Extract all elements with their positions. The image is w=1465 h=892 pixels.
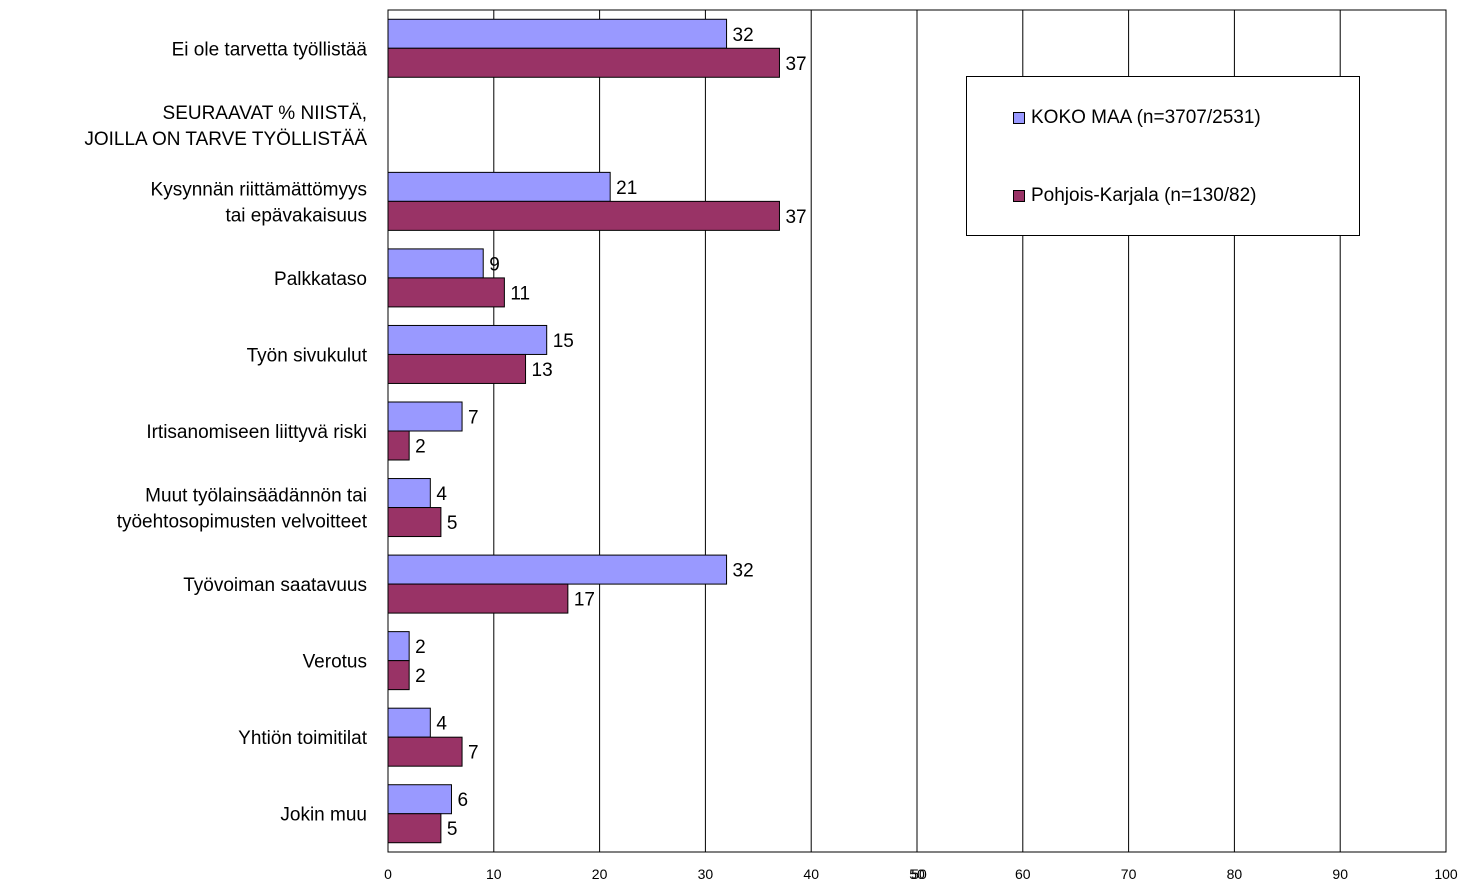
- bar-s1-c9: [387, 736, 463, 767]
- category-label-line: SEURAAVAT % NIISTÄ,: [163, 103, 367, 124]
- x-tick-label-90: 90: [1332, 866, 1348, 882]
- category-label-line: JOILLA ON TARVE TYÖLLISTÄÄ: [84, 129, 367, 150]
- legend-item-koko-maa: KOKO MAA (n=3707/2531): [1013, 107, 1261, 129]
- x-tick-label-70: 70: [1121, 866, 1137, 882]
- legend-label-pohjois-karjala: Pohjois-Karjala (n=130/82): [1031, 185, 1257, 206]
- category-label-5: Irtisanomiseen liittyvä riski: [146, 422, 367, 443]
- value-label-s1-c9: 7: [468, 743, 479, 764]
- category-label-7: Työvoiman saatavuus: [183, 575, 367, 596]
- category-label-line: työehtosopimusten velvoitteet: [117, 512, 368, 533]
- value-label-s1-c8: 2: [415, 666, 426, 687]
- category-label-line: Jokin muu: [280, 805, 367, 826]
- value-label-s0-c8: 2: [415, 637, 426, 658]
- x-tick-label-60: 60: [1015, 866, 1031, 882]
- bar-s1-c6: [387, 507, 442, 538]
- category-label-line: Työvoiman saatavuus: [183, 575, 367, 596]
- bar-s0-c6: [387, 478, 431, 509]
- category-label-6: Muut työlainsäädännön tai työehtosopimust…: [117, 486, 368, 533]
- x-tick-label-0: 0: [384, 866, 392, 882]
- value-label-s0-c10: 6: [457, 790, 468, 811]
- category-label-0: Ei ole tarvetta työllistää: [172, 39, 368, 60]
- value-label-s0-c4: 15: [553, 331, 574, 352]
- category-label-line: Yhtiön toimitilat: [238, 728, 368, 749]
- legend-label-koko-maa: KOKO MAA (n=3707/2531): [1031, 107, 1261, 128]
- bar-s1-c8: [387, 660, 410, 691]
- value-label-s0-c3: 9: [489, 254, 500, 275]
- category-label-1: SEURAAVAT % NIISTÄ, JOILLA ON TARVE TYÖLL…: [84, 103, 367, 150]
- x-tick-label-20: 20: [592, 866, 608, 882]
- category-label-2: Kysynnän riittämättömyys tai epävakaisuus: [151, 179, 367, 226]
- x-tick-label-40: 40: [803, 866, 819, 882]
- value-label-s1-c4: 13: [532, 360, 553, 381]
- bar-s1-c2: [387, 200, 780, 231]
- bar-s0-c3: [387, 248, 484, 279]
- bar-s0-c2: [387, 171, 611, 202]
- bar-s1-c3: [387, 277, 505, 308]
- value-label-s1-c5: 2: [415, 437, 426, 458]
- legend-swatch-koko-maa: [1013, 112, 1025, 124]
- bar-s1-c4: [387, 353, 527, 384]
- legend: KOKO MAA (n=3707/2531) Pohjois-Karjala (…: [966, 76, 1360, 236]
- x-tick-label-80: 80: [1227, 866, 1243, 882]
- bar-s1-c5: [387, 430, 410, 461]
- x-tick-label-50: 50: [909, 866, 925, 882]
- value-label-s1-c7: 17: [574, 590, 595, 611]
- x-tick-label-30: 30: [698, 866, 714, 882]
- category-label-3: Palkkataso: [274, 269, 367, 290]
- x-tick-label-100: 100: [1434, 866, 1458, 882]
- category-label-line: Irtisanomiseen liittyvä riski: [146, 422, 367, 443]
- category-label-8: Verotus: [303, 652, 367, 673]
- category-label-line: Työn sivukulut: [247, 345, 368, 366]
- value-label-s1-c10: 5: [447, 819, 458, 840]
- value-label-s0-c0: 32: [733, 25, 754, 46]
- value-label-s1-c0: 37: [785, 54, 806, 75]
- bar-s0-c7: [387, 554, 728, 585]
- value-label-s0-c2: 21: [616, 178, 637, 199]
- value-label-s1-c3: 11: [510, 283, 530, 304]
- bar-s1-c0: [387, 47, 780, 78]
- category-label-line: Palkkataso: [274, 269, 367, 290]
- bar-s1-c7: [387, 583, 569, 614]
- value-label-s1-c6: 5: [447, 513, 458, 534]
- category-label-10: Jokin muu: [280, 805, 367, 826]
- x-tick-label-overlap: 50: [911, 866, 927, 882]
- category-label-4: Työn sivukulut: [247, 345, 368, 366]
- value-label-s1-c2: 37: [785, 207, 806, 228]
- category-label-9: Yhtiön toimitilat: [238, 728, 368, 749]
- value-label-s0-c9: 4: [436, 714, 447, 735]
- category-label-line: Verotus: [303, 652, 367, 673]
- x-tick-label-10: 10: [486, 866, 502, 882]
- bar-s0-c0: [387, 18, 728, 49]
- bar-s0-c9: [387, 707, 431, 738]
- category-label-line: Muut työlainsäädännön tai: [145, 486, 367, 507]
- category-label-line: tai epävakaisuus: [225, 205, 367, 226]
- category-label-line: Kysynnän riittämättömyys: [151, 179, 367, 200]
- bar-s0-c10: [387, 784, 452, 815]
- value-label-s0-c5: 7: [468, 408, 479, 429]
- bar-s0-c5: [387, 401, 463, 432]
- legend-swatch-pohjois-karjala: [1013, 190, 1025, 202]
- bar-s0-c4: [387, 324, 548, 355]
- category-label-line: Ei ole tarvetta työllistää: [172, 39, 368, 60]
- legend-item-pohjois-karjala: Pohjois-Karjala (n=130/82): [1013, 185, 1257, 207]
- value-label-s0-c6: 4: [436, 484, 447, 505]
- bar-s0-c8: [387, 631, 410, 662]
- value-label-s0-c7: 32: [733, 561, 754, 582]
- bar-s1-c10: [387, 813, 442, 844]
